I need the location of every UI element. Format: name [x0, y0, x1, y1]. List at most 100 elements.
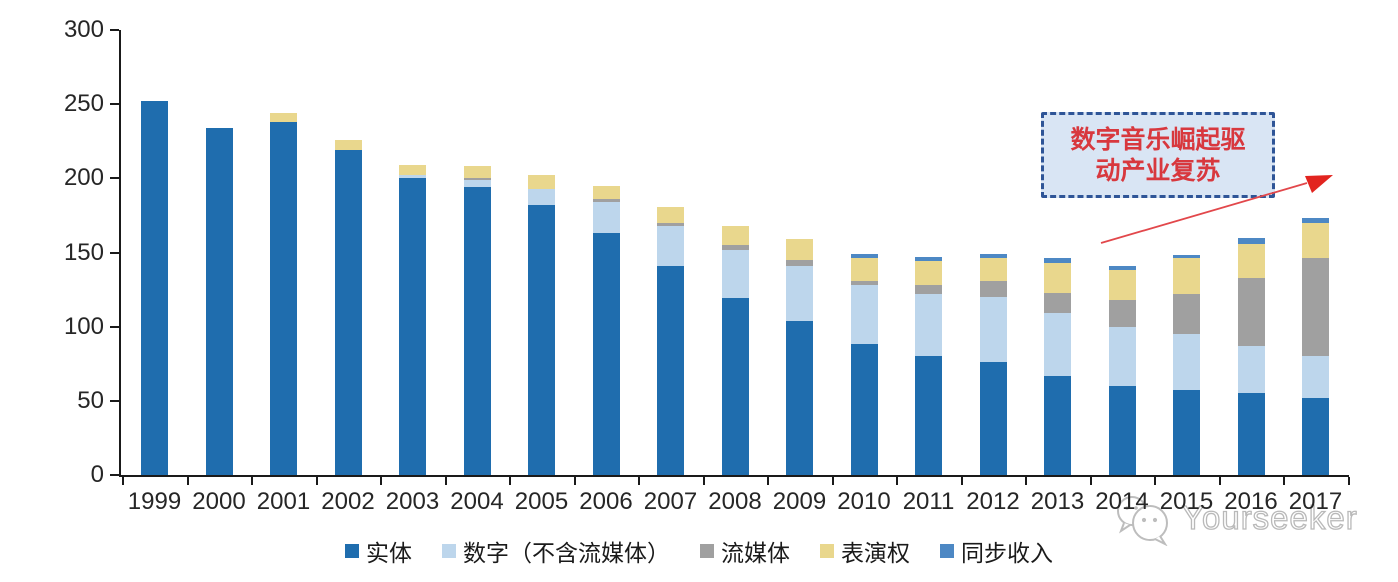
y-tick	[110, 177, 119, 180]
bar-segment-2012	[979, 297, 1007, 363]
annotation-line2: 动产业复苏	[1095, 156, 1221, 185]
legend-swatch	[940, 544, 954, 558]
bar-segment-2006	[592, 185, 620, 200]
bar-segment-2004	[463, 187, 491, 475]
x-axis-label: 2015	[1159, 488, 1214, 515]
x-axis-label: 2000	[192, 488, 246, 515]
bar-segment-2002	[334, 139, 362, 151]
bar-segment-2006	[592, 233, 620, 475]
x-tick	[122, 477, 125, 485]
bar-segment-2011	[915, 356, 942, 475]
x-tick	[960, 477, 963, 485]
x-axis-label: 2010	[837, 488, 891, 515]
bar-segment-2007	[657, 265, 684, 475]
x-tick	[251, 477, 254, 485]
bar-segment-2014	[1108, 265, 1136, 271]
bar-segment-2017	[1302, 218, 1329, 223]
x-tick	[831, 477, 834, 485]
x-axis-label: 2003	[385, 488, 440, 515]
legend-label: 流媒体	[721, 541, 790, 567]
y-tick	[110, 29, 119, 31]
x-axis-label: 2017	[1288, 488, 1343, 515]
bar-segment-2004	[463, 178, 491, 180]
watermark-text: Yourseeker	[1181, 498, 1358, 536]
bar-segment-2011	[915, 294, 942, 357]
yourseeker-logo-icon	[1117, 496, 1168, 546]
x-tick	[380, 477, 383, 485]
x-tick	[444, 477, 447, 485]
y-tick	[110, 251, 119, 254]
annotation-line1: 数字音乐崛起驱	[1070, 125, 1246, 154]
bar-segment-2010	[850, 258, 878, 281]
x-tick	[896, 477, 899, 485]
x-tick	[509, 477, 512, 485]
bar-segment-2012	[979, 280, 1007, 297]
legend-swatch	[345, 544, 359, 558]
annotation-callout: 数字音乐崛起驱 动产业复苏	[1041, 112, 1275, 198]
bar-segment-2004	[463, 166, 491, 179]
bar-segment-2014	[1108, 326, 1136, 386]
bar-segment-2008	[721, 249, 749, 299]
bar-segment-2008	[721, 298, 749, 475]
y-axis-line	[119, 30, 121, 477]
bar-segment-2010	[850, 285, 878, 345]
legend-item: 数字（不含流媒体）	[442, 534, 670, 568]
x-tick	[1154, 477, 1157, 485]
y-axis-label: 100	[63, 312, 104, 340]
bar-segment-2011	[915, 256, 942, 262]
bar-segment-2004	[463, 179, 491, 188]
legend-swatch	[442, 544, 456, 558]
legend-item: 实体	[345, 534, 412, 568]
x-tick	[1218, 477, 1221, 485]
x-axis-label: 2011	[902, 488, 955, 515]
bar-segment-2003	[399, 178, 426, 475]
bar-segment-2001	[270, 121, 297, 475]
x-axis-label: 2009	[772, 488, 827, 515]
y-axis-label: 0	[90, 461, 104, 488]
bar-segment-2012	[979, 253, 1007, 259]
y-axis-label: 150	[63, 238, 104, 266]
bar-segment-2015	[1173, 255, 1200, 259]
y-axis-label: 300	[63, 16, 104, 43]
bar-segment-2009	[786, 239, 813, 260]
x-axis-label: 2016	[1224, 488, 1278, 515]
bar-segment-2014	[1108, 270, 1136, 300]
x-tick	[186, 477, 189, 485]
bar-segment-2007	[657, 206, 684, 223]
bar-segment-2013	[1044, 313, 1071, 376]
x-axis-label: 2002	[321, 488, 375, 515]
bar-segment-2015	[1173, 258, 1200, 295]
bar-segment-2005	[528, 175, 555, 189]
bar-segment-2010	[850, 253, 878, 259]
bar-segment-2006	[592, 199, 620, 203]
x-axis-label: 2007	[643, 488, 698, 515]
bar-segment-2010	[850, 344, 878, 475]
bar-segment-2001	[270, 113, 297, 122]
bar-segment-2009	[786, 259, 813, 266]
bar-segment-2002	[334, 150, 362, 475]
legend-item: 表演权	[820, 534, 910, 568]
bar-segment-2013	[1044, 292, 1071, 314]
x-axis-line	[119, 475, 1349, 477]
bar-segment-2012	[979, 362, 1007, 475]
bar-segment-2006	[592, 202, 620, 234]
y-axis-label: 200	[63, 164, 104, 192]
bar-segment-2015	[1173, 334, 1200, 391]
bar-segment-2008	[721, 245, 749, 250]
bar-segment-2003	[399, 175, 426, 179]
x-tick	[1283, 477, 1286, 485]
bar-segment-2007	[657, 222, 684, 226]
x-tick	[702, 477, 705, 485]
bar-segment-2015	[1173, 294, 1200, 335]
x-axis-label: 2001	[256, 488, 311, 515]
x-axis-label: 2006	[579, 488, 633, 515]
bar-segment-2005	[528, 188, 555, 206]
y-axis-label: 250	[63, 90, 104, 118]
bar-segment-2017	[1302, 397, 1329, 475]
bar-segment-2016	[1237, 393, 1265, 475]
x-tick	[767, 477, 770, 485]
bar-segment-2013	[1044, 258, 1071, 263]
bar-segment-2000	[205, 127, 233, 475]
x-tick	[1347, 477, 1350, 485]
